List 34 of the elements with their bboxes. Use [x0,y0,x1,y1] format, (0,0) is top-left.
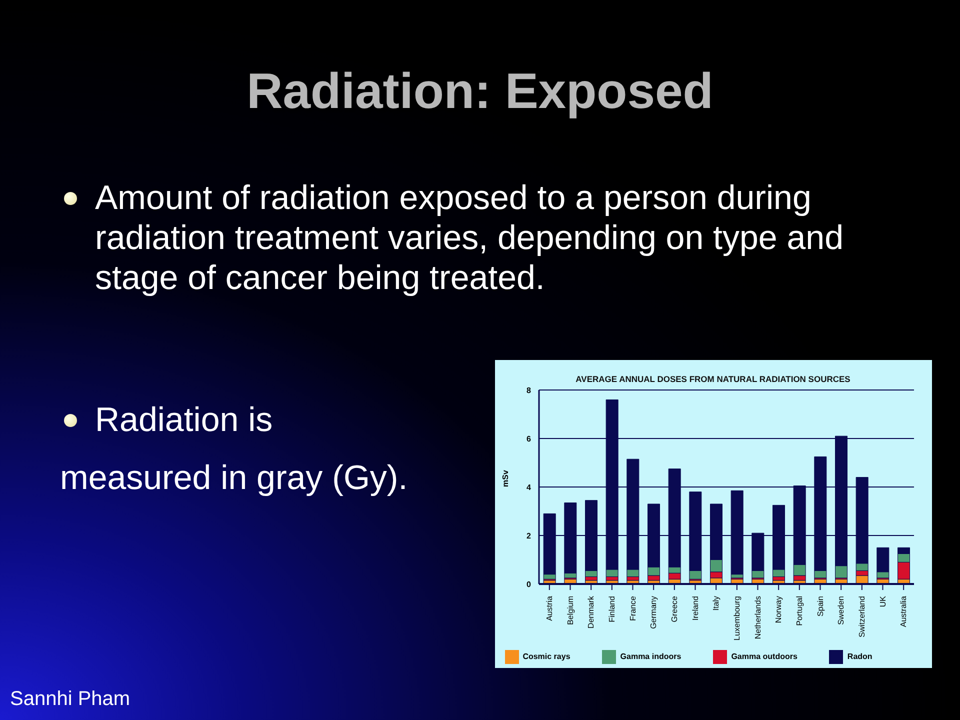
x-tick-label: Australia [899,595,908,628]
legend-label: Cosmic rays [522,652,570,662]
chart-title: Radiation: Exposed [246,62,714,120]
x-tick-label: Germany [649,596,658,629]
legend-label: Radon [847,652,872,662]
y-tick-label: 6 [526,434,532,444]
x-tick-label: Sweden [836,596,846,625]
x-tick-label: Ireland [690,596,700,620]
x-tick-label: Luxembourg [732,596,742,640]
text: Sannhi Pham [10,688,130,711]
x-tick-label: Portugal [794,596,804,626]
legend-label: Gamma indoors [620,652,682,662]
legend-label: Gamma outdoors [731,652,798,662]
x-tick-label: Netherlands [753,596,762,640]
text: Amount of radiation exposed to a person during radiation treatment varies, depending on type and stage of cancer being treated. [95,178,844,298]
y-tick-label: 8 [526,386,532,395]
text: Radiation is [95,400,273,440]
x-tick-label: Denmark [586,595,596,628]
text: measured in gray (Gy). [60,458,408,498]
y-tick-label: 0 [526,580,532,589]
x-tick-label: Spain [816,596,825,616]
x-tick-label: France [628,595,638,621]
x-tick-label: Belgium [566,596,575,625]
x-tick-label: Norway [774,596,784,624]
y-tick-label: 4 [526,482,532,492]
chart-subtitle: AVERAGE ANNUAL DOSES FROM NATURAL RADIATION SOURCES [576,374,851,384]
x-tick-label: Italy [712,596,721,611]
x-tick-label: Finland [607,596,616,622]
x-tick-label: UK [878,595,888,608]
y-axis-title: mSv [500,470,510,487]
x-tick-label: Greece [670,595,679,622]
x-tick-label: Austria [544,595,554,621]
y-tick-label: 2 [526,531,532,540]
x-tick-label: Switzerland [857,596,866,638]
